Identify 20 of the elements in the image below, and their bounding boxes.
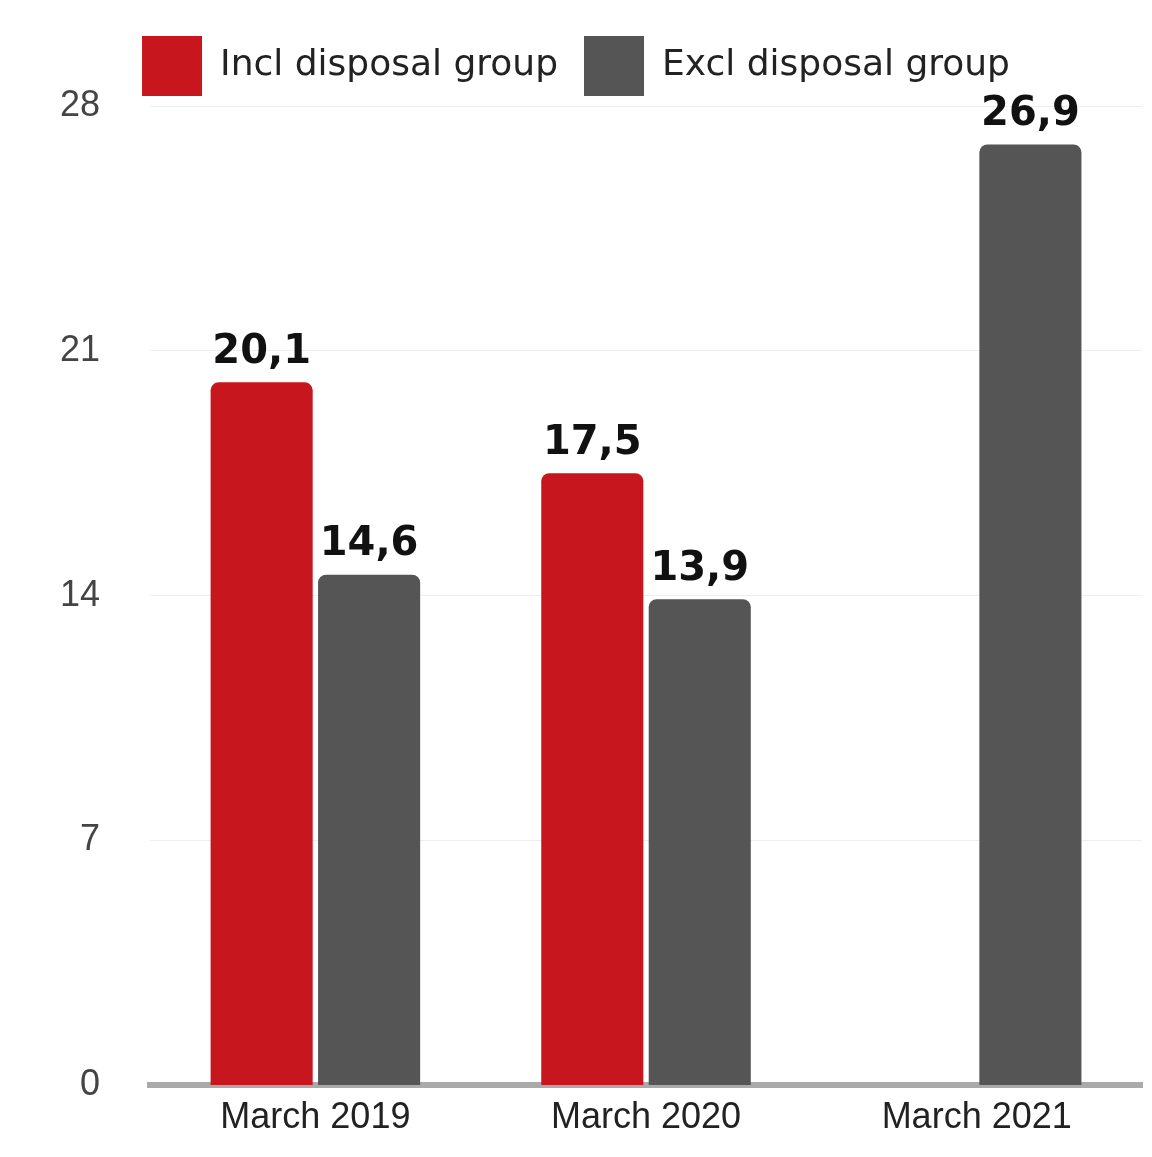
y-tick-label: 21 <box>60 327 101 369</box>
bar <box>648 599 751 1085</box>
y-tick-label: 28 <box>60 82 101 124</box>
bar <box>210 382 313 1085</box>
bar <box>979 144 1082 1085</box>
data-label: 20,1 <box>212 325 311 372</box>
y-tick-label: 14 <box>60 572 101 614</box>
data-label: 17,5 <box>542 416 642 463</box>
y-tick-label: 7 <box>80 817 101 859</box>
bar <box>318 574 421 1085</box>
x-tick-label: March 2019 <box>220 1094 411 1136</box>
legend-label: Incl disposal group <box>220 42 559 84</box>
x-tick-label: March 2021 <box>881 1094 1072 1136</box>
y-tick-label: 0 <box>80 1062 101 1104</box>
bar <box>541 473 644 1085</box>
legend-label: Excl disposal group <box>662 42 1010 84</box>
x-tick-label: March 2020 <box>550 1094 742 1136</box>
data-label: 14,6 <box>319 518 419 565</box>
data-label: 13,9 <box>650 542 750 589</box>
data-label: 26,9 <box>981 87 1080 134</box>
